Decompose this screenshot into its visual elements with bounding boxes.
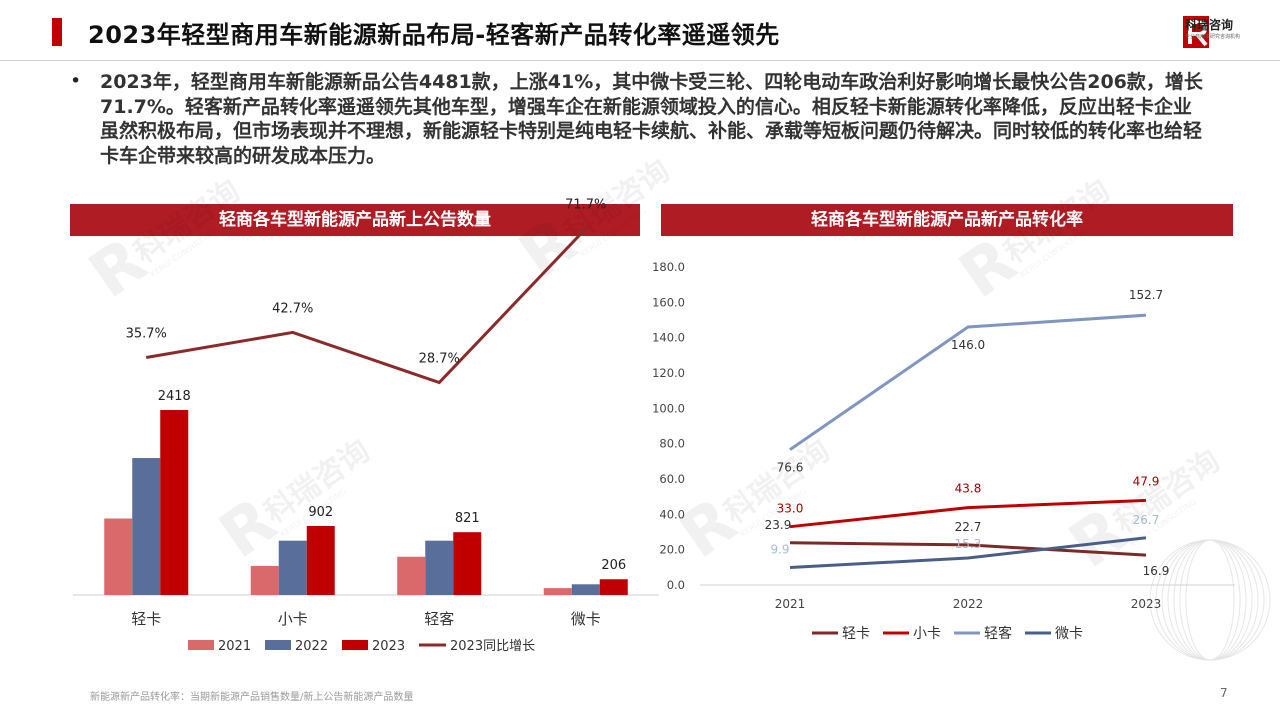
bar-2023-1 bbox=[306, 525, 335, 595]
line-value-label: 9.9 bbox=[770, 543, 789, 557]
line-value-label: 33.0 bbox=[777, 502, 804, 516]
watermark-text: 科瑞咨询 bbox=[718, 433, 836, 530]
legend-label: 小卡 bbox=[913, 626, 941, 642]
growth-value-label: 28.7% bbox=[419, 352, 460, 367]
logo-subtitle: 专业商用车研究咨询机构 bbox=[1185, 34, 1241, 40]
line-value-label: 47.9 bbox=[1133, 474, 1160, 488]
summary-bullet: • bbox=[70, 70, 82, 92]
x-tick-label: 2023 bbox=[1131, 597, 1162, 611]
line-series-微卡 bbox=[789, 536, 1147, 570]
legend-swatch-2023 bbox=[342, 640, 368, 650]
bar-2022-1 bbox=[278, 540, 307, 595]
page-title: 2023年轻型商用车新能源新品布局-轻客新产品转化率遥遥领先 bbox=[88, 21, 780, 49]
kerui-logo-icon bbox=[1183, 16, 1209, 48]
x-tick-label: 2022 bbox=[953, 597, 984, 611]
legend-label: 2023 bbox=[372, 639, 405, 654]
y-tick-label: 20.0 bbox=[659, 543, 685, 557]
line-value-label: 26.7 bbox=[1133, 513, 1160, 527]
line-value-label: 16.9 bbox=[1143, 564, 1170, 578]
bar-2021-0 bbox=[104, 518, 133, 595]
line-series-小卡 bbox=[789, 498, 1147, 529]
bar-2022-3 bbox=[571, 584, 600, 595]
line-series-轻卡 bbox=[789, 541, 1147, 557]
bar-value-label: 821 bbox=[455, 511, 480, 526]
line-value-label: 43.8 bbox=[955, 482, 982, 496]
left-chart-title: 轻商各车型新能源产品新上公告数量 bbox=[70, 204, 640, 236]
line-value-label: 22.7 bbox=[955, 520, 982, 534]
bar-2023-2 bbox=[453, 532, 482, 595]
decor-sphere-icon bbox=[1161, 539, 1259, 661]
logo-name: 科瑞咨询 bbox=[1185, 18, 1234, 32]
y-tick-label: 160.0 bbox=[652, 295, 685, 309]
category-tick-label: 小卡 bbox=[278, 610, 308, 628]
y-tick-label: 40.0 bbox=[659, 507, 685, 521]
title-accent-bar bbox=[52, 18, 62, 46]
summary-paragraph: 2023年，轻型商用车新能源新品公告4481款，上涨41%，其中微卡受三轮、四轮… bbox=[100, 71, 1203, 167]
footnote: 新能源新产品转化率：当期新能源产品销售数量/新上公告新能源产品数量 bbox=[90, 692, 414, 703]
growth-value-label: 35.7% bbox=[126, 326, 167, 341]
legend-swatch-2021 bbox=[188, 640, 214, 650]
header-divider bbox=[0, 60, 1280, 61]
legend-label: 轻卡 bbox=[842, 626, 870, 642]
line-value-label: 23.9 bbox=[765, 518, 792, 532]
decor-sphere-icon bbox=[1179, 539, 1241, 661]
y-tick-label: 0.0 bbox=[667, 578, 685, 592]
category-tick-label: 轻卡 bbox=[131, 610, 161, 628]
right-chart-title: 轻商各车型新能源产品新产品转化率 bbox=[661, 204, 1233, 236]
line-value-label: 76.6 bbox=[777, 461, 804, 475]
legend-swatch-2022 bbox=[265, 640, 291, 650]
decor-sphere-icon bbox=[1173, 539, 1247, 661]
bar-value-label: 902 bbox=[308, 505, 333, 520]
legend-label: 轻客 bbox=[984, 625, 1012, 642]
bar-2021-2 bbox=[397, 556, 426, 595]
decor-sphere-icon bbox=[1167, 539, 1253, 661]
line-value-label: 146.0 bbox=[951, 338, 985, 352]
y-tick-label: 180.0 bbox=[652, 260, 685, 274]
y-tick-label: 120.0 bbox=[652, 366, 685, 380]
y-tick-label: 60.0 bbox=[659, 472, 685, 486]
y-tick-label: 140.0 bbox=[652, 331, 685, 345]
growth-value-label: 71.7% bbox=[565, 198, 606, 213]
watermark-text: 科瑞咨询 bbox=[1108, 443, 1226, 540]
bar-2023-3 bbox=[599, 579, 628, 595]
legend-label: 2023同比增长 bbox=[450, 639, 535, 654]
legend-label: 2022 bbox=[295, 639, 328, 654]
bar-2022-2 bbox=[425, 540, 454, 595]
y-tick-label: 100.0 bbox=[652, 401, 685, 415]
decor-sphere-icon bbox=[1185, 539, 1235, 661]
bar-2021-3 bbox=[543, 588, 572, 595]
x-tick-label: 2021 bbox=[775, 597, 806, 611]
legend-label: 2021 bbox=[218, 639, 251, 654]
category-tick-label: 轻客 bbox=[424, 610, 454, 628]
watermark-text: 科瑞咨询 bbox=[998, 173, 1116, 270]
decor-sphere-icon bbox=[1155, 539, 1265, 661]
line-series-轻客 bbox=[789, 313, 1147, 451]
y-tick-label: 80.0 bbox=[659, 437, 685, 451]
category-tick-label: 微卡 bbox=[571, 610, 601, 628]
bar-value-label: 206 bbox=[601, 558, 626, 573]
growth-value-label: 42.7% bbox=[272, 301, 313, 316]
growth-line bbox=[145, 227, 587, 385]
line-value-label: 152.7 bbox=[1129, 288, 1163, 302]
bar-2021-1 bbox=[250, 565, 279, 595]
bar-value-label: 2418 bbox=[158, 389, 191, 404]
watermark-text: 科瑞咨询 bbox=[128, 173, 246, 270]
legend-label: 微卡 bbox=[1055, 626, 1083, 642]
page-number: 7 bbox=[1220, 686, 1228, 700]
line-value-label: 15.3 bbox=[955, 537, 982, 551]
bar-2022-0 bbox=[132, 458, 161, 595]
bar-2023-0 bbox=[160, 410, 189, 595]
